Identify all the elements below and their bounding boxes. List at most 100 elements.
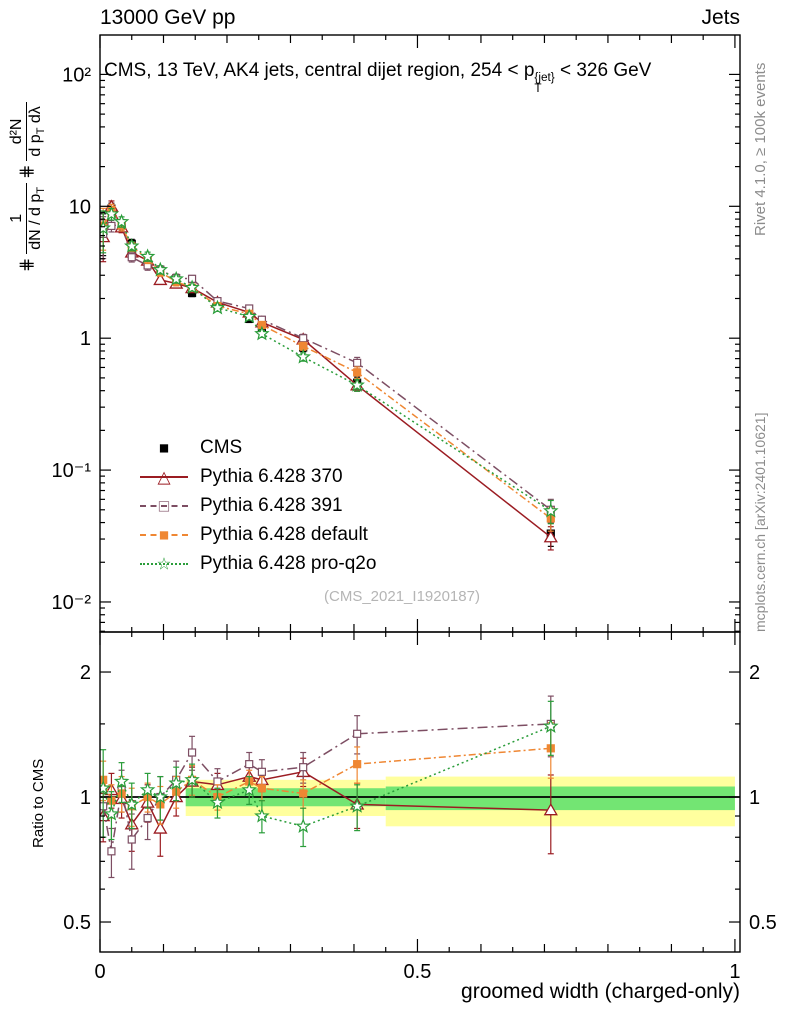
tick-label: 2 [80, 662, 91, 684]
data-point [127, 835, 136, 844]
data-point [353, 368, 362, 377]
data-point [143, 813, 152, 823]
series-line [102, 723, 551, 852]
tick-label: 0.5 [63, 912, 91, 934]
data-point [353, 760, 362, 769]
data-point [543, 502, 559, 518]
title-sup: {jet} [534, 71, 555, 85]
legend: ■ CMS △ Pythia 6.428 370 □ Pythia 6.428 … [140, 433, 376, 578]
tick-label: 1 [80, 328, 91, 350]
legend-label: Pythia 6.428 391 [200, 494, 343, 516]
cms-marker-icon: ■ [158, 438, 170, 457]
uncertainty-bands [100, 776, 740, 827]
plot-title: CMS, 13 TeV, AK4 jets, central dijet reg… [104, 60, 744, 95]
data-point [299, 763, 308, 772]
data-point [254, 807, 270, 823]
data-point [100, 219, 112, 235]
data-point [127, 253, 136, 262]
axis-ticks [99, 35, 740, 952]
y-axis-label: ⋕ 1 dN / d pT ⋕ d²N d pT dλ [8, 98, 47, 272]
x-axis-label: groomed width (charged-only) [461, 980, 740, 1003]
data-point [103, 205, 120, 221]
legend-label: CMS [200, 436, 243, 458]
tick-label: 10 [69, 196, 91, 218]
triangle-marker-icon: △ [140, 467, 188, 487]
data-point [299, 789, 308, 798]
title-text: CMS, 13 TeV, AK4 jets, central dijet reg… [104, 60, 535, 81]
title-text-end: < 326 GeV [554, 60, 652, 81]
data-point [113, 773, 130, 789]
data-point [543, 718, 559, 733]
data-point [153, 272, 168, 286]
data-point [152, 261, 169, 277]
uncertainty-band [385, 786, 735, 811]
data-point [124, 796, 140, 811]
data-point [153, 821, 168, 834]
ratio-plot-frame [99, 631, 741, 953]
open-square-marker-icon: □ [140, 496, 188, 516]
tick-label: 10⁻² [52, 592, 92, 614]
legend-item-pythia-391: □ Pythia 6.428 391 [140, 491, 376, 520]
data-point [187, 748, 197, 757]
tick-label: 10² [62, 64, 91, 86]
data-point [168, 774, 184, 790]
data-point [152, 788, 169, 804]
data-point [349, 377, 365, 392]
data-point [113, 213, 130, 229]
data-point [124, 237, 140, 253]
data-point [103, 805, 120, 821]
legend-label: Pythia 6.428 default [200, 523, 368, 545]
tick-label: 1 [749, 787, 760, 809]
data-point [257, 767, 267, 776]
fraction-2: d²N d pT dλ [8, 102, 47, 161]
fraction-1: 1 dN / d pT [8, 182, 47, 254]
data-point [245, 760, 254, 769]
filled-square-marker-icon: ■ [140, 525, 188, 545]
data-point [241, 308, 257, 324]
tick-label: 2 [749, 662, 760, 684]
series-pythia-6-428-pro-q2o [100, 700, 559, 848]
rivet-version-label: Rivet 4.1.0, ≥ 100k events [752, 62, 769, 236]
pt-supsub: {jet} T [534, 71, 555, 96]
ratio-y-axis-label: Ratio to CMS [30, 758, 47, 848]
data-point [209, 299, 226, 315]
tick-label: 1 [729, 961, 740, 983]
data-point [295, 348, 311, 364]
beam-energy-label: 13000 GeV pp [100, 6, 236, 29]
data-point [184, 279, 200, 295]
data-point [543, 803, 558, 816]
series-line [102, 212, 552, 512]
data-point [349, 798, 365, 813]
data-point [254, 325, 270, 341]
analysis-id-watermark: (CMS_2021_I1920187) [324, 588, 480, 605]
tick-labels: 10² 10 1 10⁻¹ 10⁻² 2 2 1 1 0.5 0.5 0 0.5 1 [52, 64, 777, 983]
tick-label: 10⁻¹ [52, 460, 92, 482]
legend-label: Pythia 6.428 370 [200, 465, 343, 487]
tick-label: 1 [80, 787, 91, 809]
tick-label: 0.5 [749, 912, 777, 934]
data-point [213, 777, 222, 786]
legend-item-cms: ■ CMS [140, 433, 376, 462]
data-point [139, 248, 156, 264]
data-point [100, 780, 112, 795]
data-point [543, 530, 558, 543]
legend-item-pythia-370: △ Pythia 6.428 370 [140, 462, 376, 491]
series-pythia-6-428-pro-q2o [100, 205, 559, 525]
data-point [139, 781, 156, 797]
star-marker-icon: ☆ [140, 554, 188, 574]
data-point [241, 781, 257, 797]
tick-label: 0.5 [404, 961, 432, 983]
hash-symbol: ⋕ [17, 257, 37, 272]
title-sub: T [534, 82, 542, 96]
data-point [209, 794, 226, 810]
data-point [299, 342, 308, 351]
legend-item-pythia-default: ■ Pythia 6.428 default [140, 520, 376, 549]
data-point [168, 270, 184, 286]
data-point [184, 771, 200, 787]
plot-frames [99, 34, 741, 953]
tick-label: 0 [94, 961, 105, 983]
mcplots-reference-label: mcplots.cern.ch [arXiv:2401.10621] [752, 412, 768, 632]
data-point [257, 784, 267, 793]
